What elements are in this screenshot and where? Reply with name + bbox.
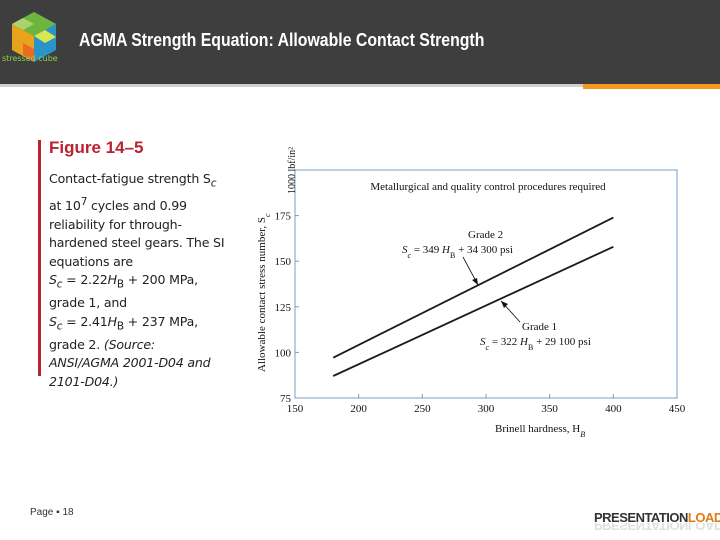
page-title: AGMA Strength Equation: Allowable Contac…: [79, 30, 485, 50]
y-tick-label: 150: [275, 256, 292, 268]
caption-line: at 107 cycles and 0.99: [49, 196, 187, 214]
chart-title: Metallurgical and quality control proced…: [370, 181, 606, 193]
figure-accent-rule: [38, 140, 41, 376]
x-tick-label: 350: [541, 403, 558, 415]
y-axis-label: Allowable contact stress number, Sc: [256, 213, 272, 372]
caption-equation-1: Sc = 2.22HB + 200 MPa,: [49, 272, 198, 291]
x-tick-label: 150: [287, 403, 304, 415]
series-line-grade-1: [332, 245, 614, 377]
grade2-arrowhead: [472, 278, 478, 285]
y-tick-label: 100: [275, 347, 292, 359]
caption-line: hardened steel gears. The SI: [49, 235, 225, 251]
series-lines: [332, 216, 614, 377]
caption-line: grade 1, and: [49, 295, 127, 311]
grade2-equation: Sc = 349 HB + 34 300 psi: [402, 244, 513, 260]
x-axis-ticks: 150 200 250 300 350 400 450: [287, 394, 686, 415]
x-tick-label: 200: [350, 403, 367, 415]
page-number: Page ▪ 18: [30, 507, 74, 518]
caption-line: equations are: [49, 253, 133, 269]
caption-equation-2: Sc = 2.41HB + 237 MPa,: [49, 313, 198, 333]
grade1-label: Grade 1: [522, 321, 557, 333]
x-axis-label: Brinell hardness, HB: [495, 423, 585, 439]
cube-logo-icon: [12, 12, 56, 62]
caption-line: ANSI/AGMA 2001-D04 and: [49, 355, 211, 371]
grade1-equation: Sc = 322 HB + 29 100 psi: [480, 336, 591, 352]
figure-caption: Contact-fatigue strength Sc at 107 cycle…: [49, 170, 239, 391]
header-bar: stressed cube AGMA Strength Equation: Al…: [0, 0, 720, 84]
figure-label: Figure 14–5: [49, 138, 144, 157]
y-axis-ticks: 75 100 125 150 175: [275, 211, 299, 405]
caption-line: reliability for through-: [49, 216, 182, 232]
y-axis-unit: 1000 lbf/in²: [287, 147, 298, 194]
logo-text: stressed cube: [2, 54, 58, 63]
y-tick-label: 125: [275, 302, 292, 314]
contact-strength-chart: 150 200 250 300 350 400 450 75 100 125 150 175 Met…: [256, 147, 686, 439]
x-tick-label: 450: [669, 403, 686, 415]
caption-line: Contact-fatigue strength Sc: [49, 171, 217, 190]
brand-logo: PRESENTATIONLOAD: [594, 510, 720, 525]
brand-logo-reflection: PRESENTATIONLOAD: [594, 523, 720, 533]
y-tick-label: 75: [280, 393, 292, 405]
plot-frame: [294, 169, 678, 399]
y-tick-label: 175: [275, 211, 292, 223]
header-divider: [0, 84, 583, 87]
grade1-arrowhead: [501, 301, 508, 308]
grade2-label: Grade 2: [468, 229, 503, 241]
series-line-grade-2: [332, 216, 614, 359]
header-accent-bar: [583, 84, 720, 89]
x-tick-label: 250: [414, 403, 431, 415]
x-tick-label: 300: [478, 403, 495, 415]
caption-line: grade 2. (Source:: [49, 336, 155, 352]
caption-line: 2101-D04.): [49, 373, 119, 389]
x-tick-label: 400: [605, 403, 622, 415]
